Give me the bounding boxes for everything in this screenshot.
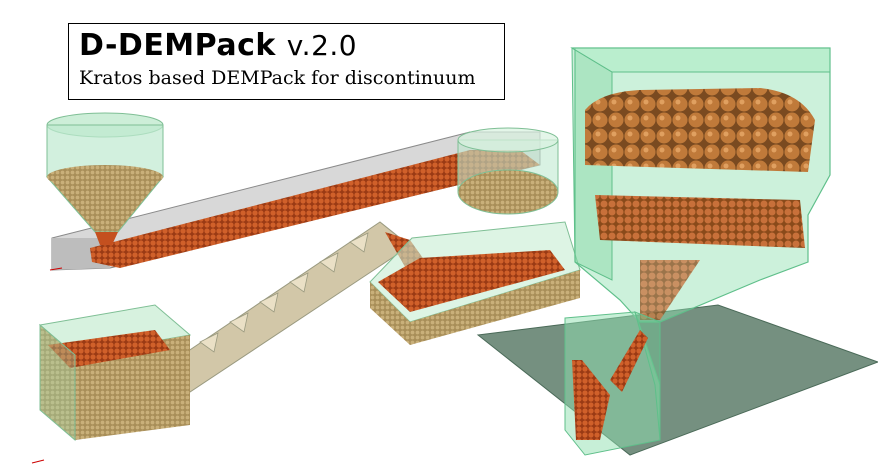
- title-version: v.2.0: [286, 29, 358, 62]
- axis-marker: [31, 267, 63, 464]
- left-hopper: [45, 112, 165, 245]
- page-title: D-DEMPack v.2.0: [79, 29, 504, 63]
- conveyor-chute: [51, 131, 541, 271]
- silo: [476, 47, 878, 456]
- right-box: [369, 221, 581, 345]
- title-box: D-DEMPack v.2.0 Kratos based DEMPack for…: [68, 23, 505, 100]
- subtitle: Kratos based DEMPack for discontinuum: [79, 67, 476, 89]
- right-drum: [457, 127, 559, 215]
- screw-conveyor: [159, 221, 430, 393]
- left-box: [38, 304, 192, 442]
- title-name: D-DEMPack: [79, 28, 276, 63]
